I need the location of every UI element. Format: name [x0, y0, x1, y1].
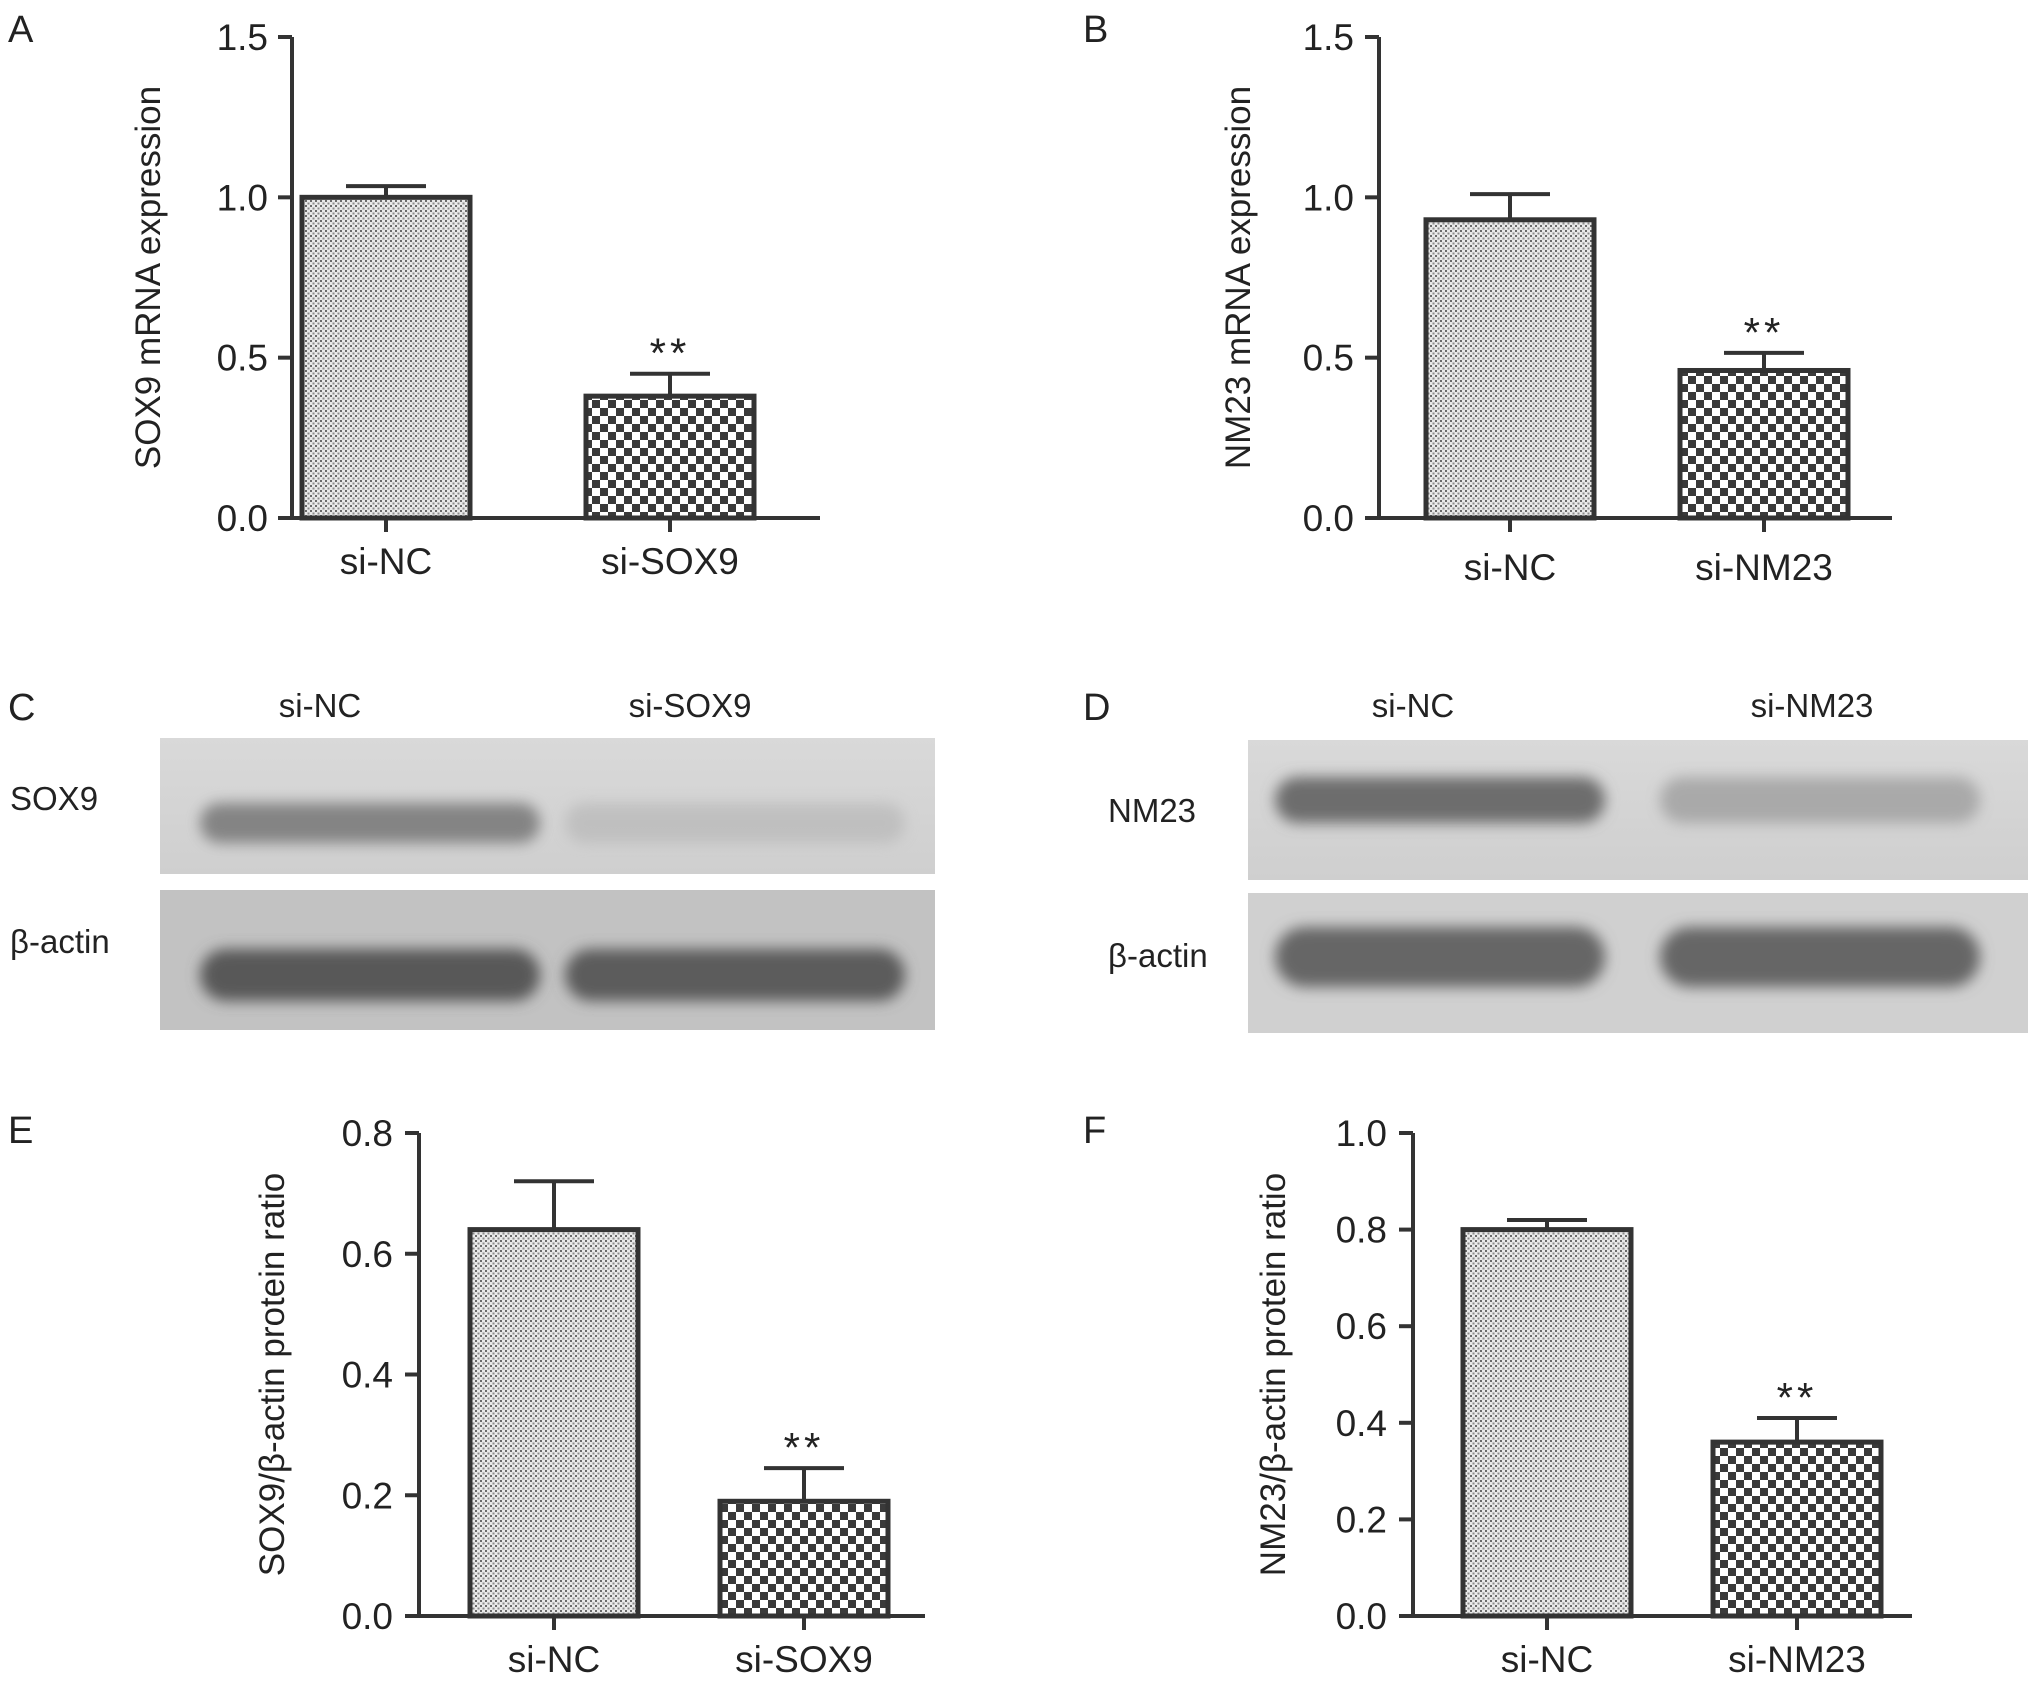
blot-d-row-label: NM23 — [1108, 792, 1196, 829]
y-axis-title: NM23 mRNA expression — [1219, 86, 1258, 469]
blot-d-lane-label: si-NC — [1372, 687, 1454, 724]
y-axis-title: SOX9 mRNA expression — [129, 86, 168, 469]
y-tick-label: 0.4 — [342, 1355, 393, 1396]
blot-c-lane-label: si-SOX9 — [629, 687, 752, 724]
y-tick-label: 1.5 — [217, 17, 268, 58]
y-tick-label: 0.4 — [1336, 1403, 1387, 1444]
x-category-label: si-NC — [340, 541, 432, 582]
y-tick-label: 0.8 — [342, 1113, 393, 1154]
bar — [1460, 1227, 1634, 1619]
western-blot-d: si-NC si-NM23 NM23 β-actin — [1108, 687, 2028, 1033]
panel-letter-f: F — [1083, 1110, 1106, 1152]
y-tick-label: 1.0 — [1303, 177, 1354, 218]
bar — [717, 1498, 891, 1619]
x-category-label: si-NM23 — [1728, 1639, 1866, 1680]
y-axis-title: NM23/β-actin protein ratio — [1254, 1173, 1293, 1576]
y-tick-label: 1.0 — [217, 177, 268, 218]
y-tick-label: 0.0 — [217, 498, 268, 539]
y-tick-label: 0.5 — [217, 338, 268, 379]
y-tick-label: 1.0 — [1336, 1113, 1387, 1154]
panel-letter-a: A — [8, 9, 34, 51]
panel-letter-d: D — [1083, 687, 1110, 729]
blot-d-row-label: β-actin — [1108, 937, 1208, 974]
y-tick-label: 0.0 — [342, 1596, 393, 1637]
blot-band — [565, 803, 905, 843]
blot-band — [1660, 927, 1980, 987]
blot-c-row-label: SOX9 — [10, 780, 98, 817]
x-category-label: si-SOX9 — [735, 1639, 873, 1680]
x-category-label: si-NC — [1501, 1639, 1593, 1680]
blot-band — [1275, 927, 1605, 987]
blot-c-lane-label: si-NC — [279, 687, 361, 724]
bar — [299, 194, 473, 521]
y-tick-label: 0.0 — [1336, 1596, 1387, 1637]
blot-band — [1275, 777, 1605, 823]
blot-band — [200, 949, 540, 1001]
chart-panel-e: 0.0 0.2 0.4 0.6 0.8 SOX9/β-actin protein rati… — [253, 1113, 925, 1680]
bar — [1677, 367, 1851, 521]
blot-band — [565, 949, 905, 1001]
chart-panel-b: 0.0 0.5 1.0 1.5 NM23 mRNA expression si-NC si-… — [1219, 17, 1892, 588]
y-tick-label: 0.0 — [1303, 498, 1354, 539]
chart-panel-a: 0.0 0.5 1.0 1.5 SOX9 mRNA expression si-NC si-… — [129, 17, 820, 582]
x-category-label: si-NC — [1464, 547, 1556, 588]
panel-letter-b: B — [1083, 9, 1108, 51]
y-tick-label: 1.5 — [1303, 17, 1354, 58]
y-tick-label: 0.2 — [1336, 1499, 1387, 1540]
y-tick-label: 0.6 — [1336, 1306, 1387, 1347]
bar — [467, 1227, 641, 1619]
x-category-label: si-SOX9 — [601, 541, 739, 582]
y-tick-label: 0.2 — [342, 1475, 393, 1516]
y-tick-label: 0.5 — [1303, 338, 1354, 379]
y-tick-label: 0.8 — [1336, 1210, 1387, 1251]
panel-letter-e: E — [8, 1110, 33, 1152]
chart-panel-f: 0.0 0.2 0.4 0.6 0.8 1.0 NM23/β-actin protein r… — [1254, 1113, 1912, 1680]
significance-marker: ** — [1777, 1374, 1818, 1421]
y-axis-title: SOX9/β-actin protein ratio — [253, 1173, 292, 1576]
western-blot-c: si-NC si-SOX9 SOX9 β-actin — [10, 687, 935, 1030]
y-tick-label: 0.6 — [342, 1234, 393, 1275]
bar — [1710, 1439, 1884, 1619]
blot-d-lane-label: si-NM23 — [1751, 687, 1874, 724]
bar — [583, 393, 757, 521]
panel-letter-c: C — [8, 687, 35, 729]
significance-marker: ** — [650, 330, 691, 377]
bar — [1423, 217, 1597, 521]
blot-c-row-label: β-actin — [10, 923, 110, 960]
significance-marker: ** — [1744, 309, 1785, 356]
blot-band — [1660, 777, 1980, 823]
x-category-label: si-NC — [508, 1639, 600, 1680]
blot-band — [200, 803, 540, 843]
x-category-label: si-NM23 — [1695, 547, 1833, 588]
significance-marker: ** — [784, 1424, 825, 1471]
